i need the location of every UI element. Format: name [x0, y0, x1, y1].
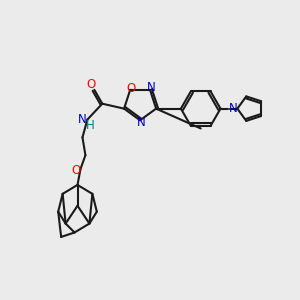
Text: O: O: [71, 164, 80, 177]
Text: H: H: [86, 119, 95, 132]
Text: O: O: [127, 82, 136, 95]
Text: N: N: [229, 102, 238, 115]
Text: N: N: [78, 113, 87, 126]
Text: N: N: [147, 81, 155, 94]
Text: O: O: [87, 78, 96, 92]
Text: N: N: [137, 116, 146, 129]
